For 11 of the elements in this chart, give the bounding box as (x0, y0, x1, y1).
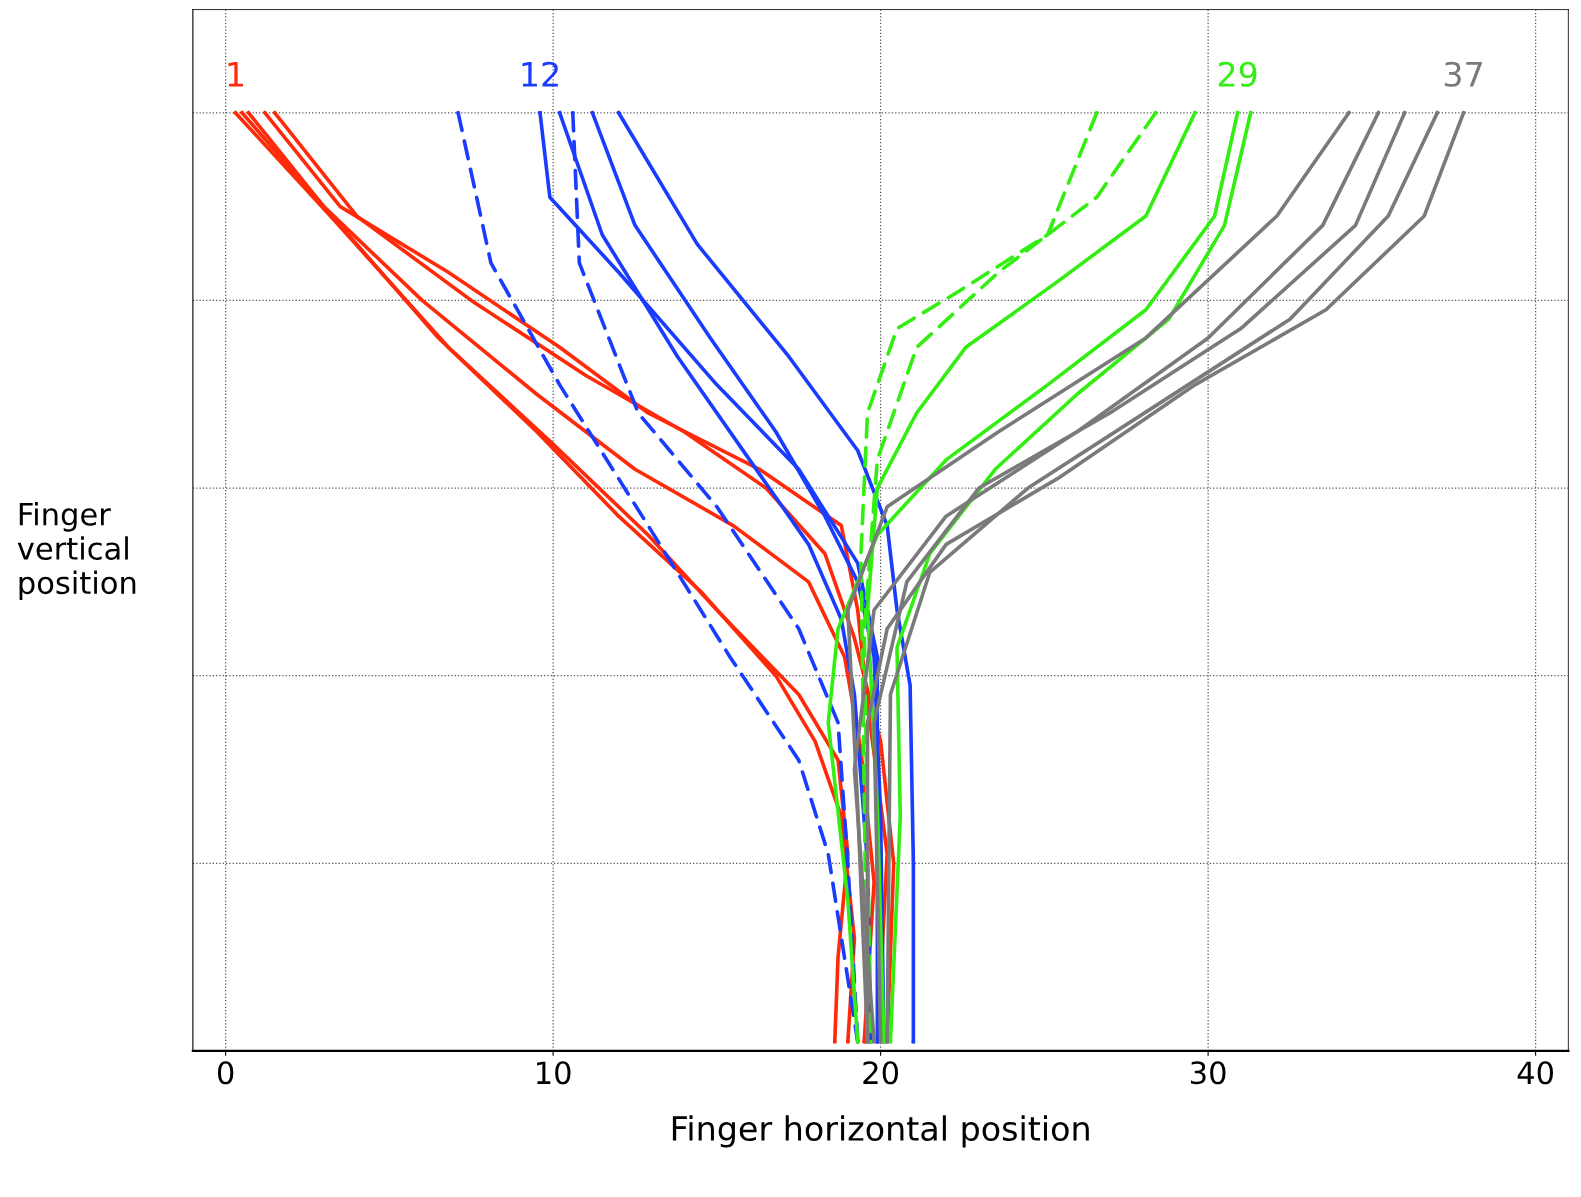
x-axis-title: Finger horizontal position (672, 1115, 1089, 1148)
series-label: 37 (1444, 61, 1482, 87)
series-label: 1 (228, 62, 243, 87)
x-tick-label: 40 (1517, 1061, 1554, 1085)
x-tick-label: 0 (217, 1061, 234, 1085)
series-label: 29 (1218, 61, 1257, 87)
series-label: 12 (522, 61, 558, 87)
x-tick-label: 20 (863, 1061, 899, 1085)
y-axis-title: Finger vertical position (17, 502, 136, 601)
x-tick-label: 10 (537, 1061, 571, 1085)
x-tick-label: 30 (1191, 1061, 1226, 1085)
